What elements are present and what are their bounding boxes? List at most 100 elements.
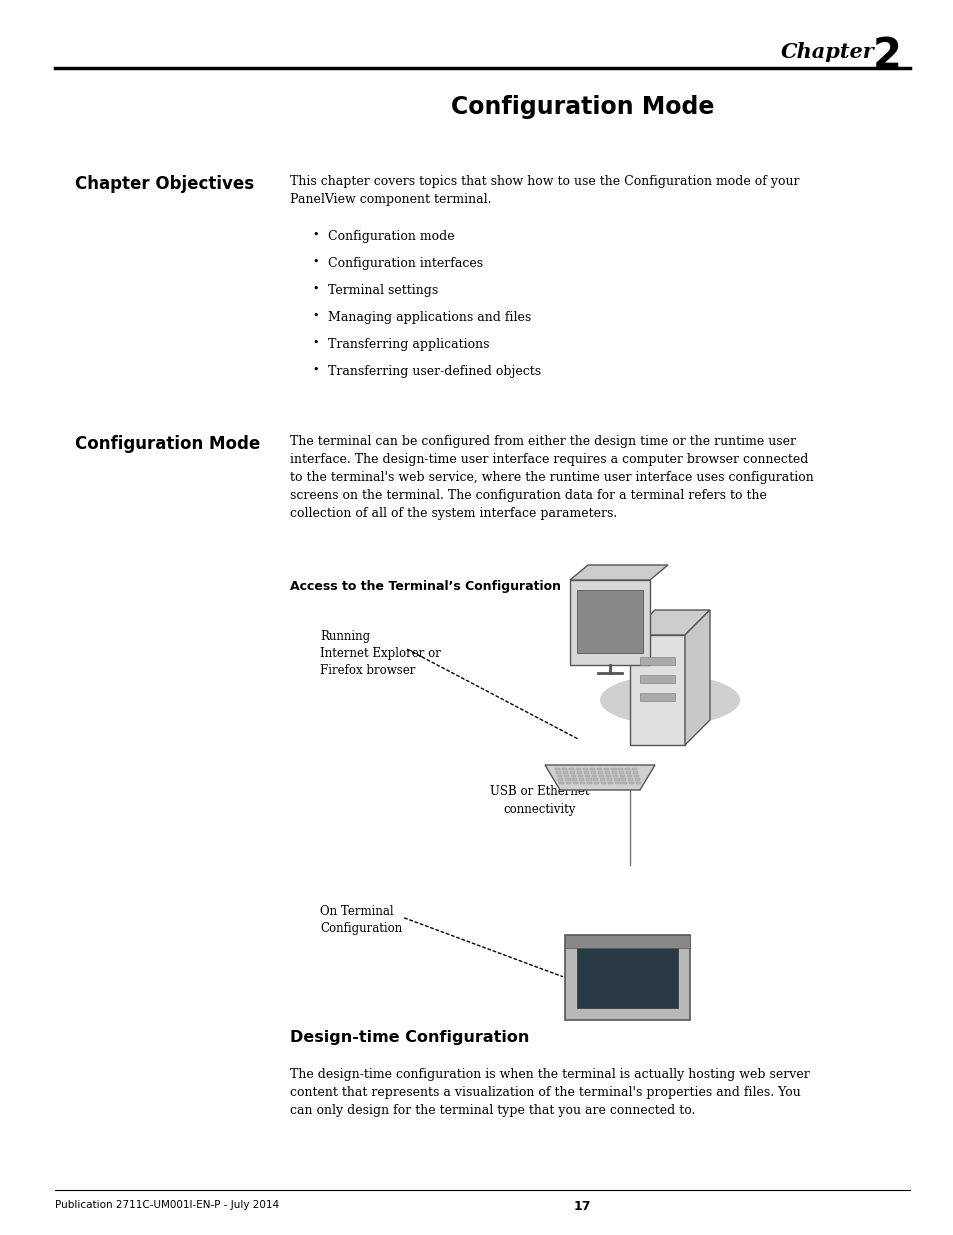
Bar	[621, 782, 627, 784]
Bar	[563, 774, 569, 777]
Bar	[577, 945, 678, 1008]
Bar	[577, 771, 582, 773]
Bar	[603, 767, 609, 769]
Bar	[635, 778, 639, 781]
Bar	[582, 767, 588, 769]
Bar	[568, 767, 574, 769]
Bar	[627, 778, 633, 781]
Bar	[562, 771, 568, 773]
Bar	[604, 771, 610, 773]
Text: •: •	[312, 311, 318, 321]
Bar	[612, 771, 617, 773]
Bar	[613, 774, 618, 777]
Bar	[577, 590, 642, 653]
Text: •: •	[312, 257, 318, 267]
Bar	[606, 778, 612, 781]
Bar	[618, 767, 623, 769]
Bar	[557, 774, 562, 777]
Text: •: •	[312, 284, 318, 294]
Bar	[619, 774, 625, 777]
Bar	[585, 778, 591, 781]
Text: Transferring user-defined objects: Transferring user-defined objects	[328, 366, 540, 378]
Bar	[625, 771, 631, 773]
Bar	[565, 782, 571, 784]
Bar	[620, 778, 626, 781]
Text: Running
Internet Explorer or
Firefox browser: Running Internet Explorer or Firefox bro…	[319, 630, 440, 677]
Text: Design-time Configuration: Design-time Configuration	[290, 1030, 529, 1045]
Bar	[639, 693, 675, 701]
Text: •: •	[312, 338, 318, 348]
Bar	[610, 767, 616, 769]
Bar	[599, 778, 605, 781]
Bar	[594, 782, 598, 784]
Text: Configuration interfaces: Configuration interfaces	[328, 257, 482, 270]
FancyBboxPatch shape	[564, 935, 689, 1020]
Bar	[633, 771, 638, 773]
Text: Access to the Terminal’s Configuration: Access to the Terminal’s Configuration	[290, 580, 560, 593]
Bar	[578, 778, 584, 781]
Text: Transferring applications: Transferring applications	[328, 338, 489, 351]
Text: The design-time configuration is when the terminal is actually hosting web serve: The design-time configuration is when th…	[290, 1068, 809, 1116]
Bar	[605, 774, 611, 777]
Bar	[561, 767, 567, 769]
Bar	[615, 782, 619, 784]
Bar	[624, 767, 630, 769]
Bar	[598, 774, 604, 777]
Bar	[597, 767, 602, 769]
Bar	[571, 774, 576, 777]
Text: Configuration Mode: Configuration Mode	[451, 95, 714, 119]
Text: Configuration mode: Configuration mode	[328, 230, 455, 243]
Polygon shape	[569, 564, 667, 580]
Bar	[583, 771, 589, 773]
Bar	[631, 767, 637, 769]
Bar	[564, 778, 570, 781]
Bar	[626, 774, 632, 777]
Text: USB or Ethernet
connectivity: USB or Ethernet connectivity	[490, 785, 589, 816]
Text: 2: 2	[872, 35, 901, 77]
Text: 17: 17	[573, 1200, 591, 1213]
Bar	[600, 782, 606, 784]
Bar	[639, 657, 675, 664]
Text: Chapter: Chapter	[781, 42, 874, 62]
Bar	[564, 935, 689, 948]
Bar	[614, 778, 618, 781]
Bar	[636, 782, 640, 784]
Bar	[558, 778, 563, 781]
Bar	[639, 676, 675, 683]
Text: •: •	[312, 230, 318, 240]
Bar	[628, 782, 634, 784]
Bar	[556, 771, 561, 773]
FancyBboxPatch shape	[629, 635, 684, 745]
Bar	[579, 782, 585, 784]
Text: Configuration Mode: Configuration Mode	[75, 435, 260, 453]
Bar	[590, 771, 596, 773]
Ellipse shape	[599, 676, 740, 725]
Polygon shape	[684, 610, 709, 745]
Bar	[576, 767, 581, 769]
Bar	[572, 778, 577, 781]
Text: Managing applications and files: Managing applications and files	[328, 311, 531, 324]
Bar	[586, 782, 592, 784]
Bar	[589, 767, 595, 769]
Text: Chapter Objectives: Chapter Objectives	[75, 175, 253, 193]
Polygon shape	[544, 764, 655, 790]
Bar	[607, 782, 613, 784]
Bar	[592, 774, 597, 777]
Text: •: •	[312, 366, 318, 375]
Text: The terminal can be configured from either the design time or the runtime user
i: The terminal can be configured from eith…	[290, 435, 813, 520]
Bar	[573, 782, 578, 784]
Bar	[618, 771, 624, 773]
Bar	[584, 774, 590, 777]
Text: Terminal settings: Terminal settings	[328, 284, 437, 296]
Bar	[634, 774, 639, 777]
Polygon shape	[629, 610, 709, 635]
Text: Publication 2711C-UM001I-EN-P - July 2014: Publication 2711C-UM001I-EN-P - July 201…	[55, 1200, 279, 1210]
Bar	[555, 767, 560, 769]
Text: This chapter covers topics that show how to use the Configuration mode of your
P: This chapter covers topics that show how…	[290, 175, 799, 206]
Bar	[569, 771, 575, 773]
Bar	[578, 774, 583, 777]
FancyBboxPatch shape	[569, 580, 649, 664]
Bar	[598, 771, 603, 773]
Bar	[558, 782, 564, 784]
Text: On Terminal
Configuration: On Terminal Configuration	[319, 905, 402, 935]
